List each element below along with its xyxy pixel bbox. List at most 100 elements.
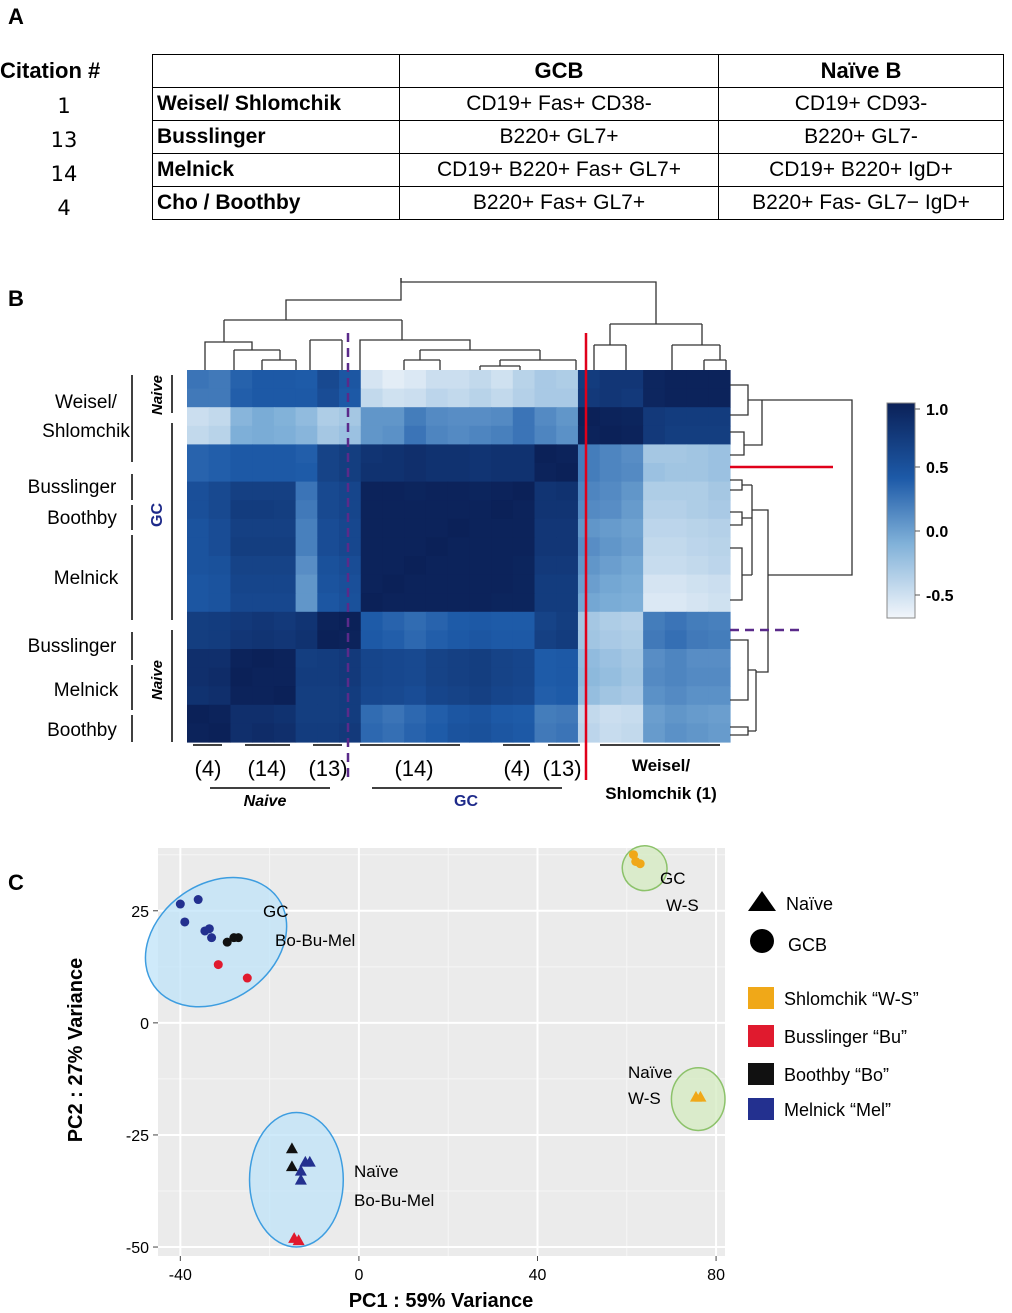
heatmap-cell — [599, 723, 622, 743]
heatmap-cell — [491, 667, 514, 687]
col-group-naive: Naive — [244, 793, 287, 810]
heatmap-cell — [512, 630, 536, 650]
heatmap-cell — [295, 574, 318, 594]
heatmap-cell — [425, 630, 449, 650]
heatmap-cell — [469, 518, 492, 538]
heatmap-cell — [556, 370, 579, 390]
naive-marker-cell: CD19+ B220+ IgD+ — [718, 153, 1004, 187]
heatmap-cell — [295, 481, 318, 501]
heatmap-cell — [577, 388, 601, 408]
heatmap-cell — [252, 593, 275, 613]
heatmap-cell — [382, 723, 405, 743]
legend-label-gcb: GCB — [788, 935, 827, 955]
data-point-gcb — [635, 859, 645, 869]
lab-cell: Melnick — [152, 153, 400, 187]
heatmap-cell — [447, 556, 470, 576]
heatmap-cell — [621, 370, 644, 390]
heatmap-cell — [360, 500, 384, 520]
heatmap-cell — [317, 704, 340, 724]
heatmap-cell — [360, 611, 384, 631]
heatmap-cell — [491, 537, 514, 557]
heatmap-cell — [621, 574, 644, 594]
heatmap-cell — [621, 500, 644, 520]
heatmap-cell — [686, 593, 709, 613]
heatmap-cell — [187, 649, 210, 669]
heatmap-cell — [208, 574, 232, 594]
heatmap-cell — [491, 556, 514, 576]
heatmap-cell — [252, 425, 275, 445]
heatmap-cell — [512, 704, 536, 724]
heatmap-cell — [708, 500, 731, 520]
heatmap-cell — [708, 686, 731, 706]
cluster-label-naive-bbm-line2: Bo-Bu-Mel — [354, 1191, 434, 1210]
heatmap-cell — [621, 630, 644, 650]
heatmap-cell — [664, 556, 688, 576]
heatmap-cell — [382, 500, 405, 520]
heatmap-cell — [252, 723, 275, 743]
heatmap-cell — [643, 370, 666, 390]
heatmap-cell — [469, 388, 492, 408]
heatmap-cell — [273, 481, 297, 501]
heatmap-cell — [534, 649, 557, 669]
data-point-gcb — [207, 933, 217, 943]
heatmap-cell — [621, 704, 644, 724]
heatmap-cell — [273, 425, 297, 445]
heatmap-cell — [621, 518, 644, 538]
heatmap-cell — [425, 370, 449, 390]
heatmap-cell — [534, 518, 557, 538]
heatmap-cell — [382, 611, 405, 631]
heatmap-cell — [664, 630, 688, 650]
heatmap-cell — [708, 556, 731, 576]
heatmap-cell — [317, 463, 340, 483]
legend-label-naive: Naïve — [786, 894, 833, 914]
heatmap-cell — [425, 425, 449, 445]
heatmap-cell — [187, 518, 210, 538]
heatmap-cell — [208, 686, 232, 706]
y-tick-label: 25 — [131, 904, 149, 921]
heatmap-cell — [469, 425, 492, 445]
heatmap-cell — [295, 723, 318, 743]
heatmap-cell — [643, 407, 666, 427]
heatmap-cell — [556, 574, 579, 594]
heatmap-cell — [187, 686, 210, 706]
heatmap-cell — [599, 704, 622, 724]
data-point-gcb — [204, 924, 214, 934]
col-label-naive-4: (4) — [195, 756, 222, 781]
legend-label-mel: Melnick “Mel” — [784, 1100, 891, 1120]
heatmap-cell — [382, 537, 405, 557]
heatmap-cell — [382, 388, 405, 408]
heatmap-cell — [317, 537, 340, 557]
heatmap-cell — [230, 611, 253, 631]
heatmap-cell — [599, 518, 622, 538]
heatmap-cell — [404, 574, 427, 594]
heatmap-cell — [686, 686, 709, 706]
heatmap-cell — [708, 518, 731, 538]
heatmap-cell — [382, 574, 405, 594]
heatmap-cell — [252, 630, 275, 650]
heatmap-cell — [534, 388, 557, 408]
heatmap-cell — [252, 518, 275, 538]
heatmap-cell — [491, 481, 514, 501]
heatmap-cell — [534, 556, 557, 576]
naive-marker-cell: B220+ GL7- — [718, 120, 1004, 154]
cluster-label-gc-ws-line2: W-S — [666, 896, 699, 915]
heatmap-cell — [534, 667, 557, 687]
panel-letter-c: C — [8, 870, 24, 895]
heatmap-cell — [686, 574, 709, 594]
heatmap-cell — [643, 518, 666, 538]
heatmap-cell — [577, 649, 601, 669]
heatmap-cell — [512, 686, 536, 706]
colorbar-tick-label: 1.0 — [926, 402, 948, 419]
heatmap-cell — [339, 723, 362, 743]
col-label-gc-13: (13) — [542, 756, 581, 781]
heatmap-cell — [577, 574, 601, 594]
heatmap-cell — [339, 649, 362, 669]
heatmap-cell — [534, 407, 557, 427]
heatmap-cell — [339, 630, 362, 650]
heatmap-cell — [491, 611, 514, 631]
heatmap-cell — [339, 463, 362, 483]
heatmap-cell — [273, 649, 297, 669]
col-label-weisel: Weisel/ — [632, 756, 691, 775]
heatmap-cell — [643, 574, 666, 594]
heatmap-cell — [664, 593, 688, 613]
